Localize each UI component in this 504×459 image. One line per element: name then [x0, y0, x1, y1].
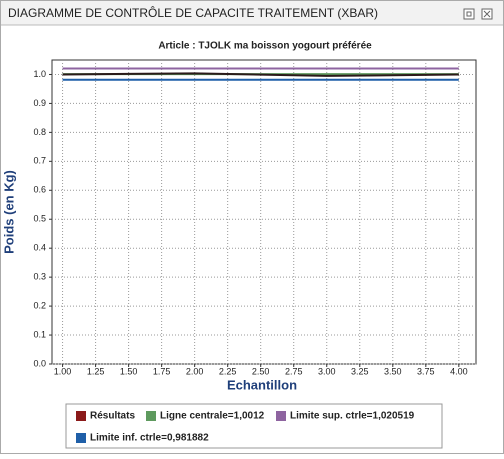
legend-label: Limite sup. ctrle=1,020519	[290, 411, 415, 422]
x-tick-label: 2.50	[252, 366, 270, 376]
chart-title: Article : TJOLK ma boisson yogourt préfé…	[158, 41, 372, 52]
legend-swatch	[76, 433, 86, 443]
minimize-icon	[466, 11, 472, 17]
legend-label: Limite inf. ctrle=0,981882	[90, 433, 209, 444]
y-axis-label: Poids (en Kg)	[1, 170, 16, 254]
legend-swatch	[276, 411, 286, 421]
x-tick-label: 1.00	[54, 366, 72, 376]
x-tick-label: 3.00	[318, 366, 336, 376]
y-tick-label: 0.0	[33, 358, 46, 368]
y-tick-label: 0.9	[33, 98, 46, 108]
x-tick-label: 1.25	[87, 366, 105, 376]
x-tick-label: 2.00	[186, 366, 204, 376]
close-icon	[483, 10, 491, 18]
x-tick-label: 3.25	[351, 366, 369, 376]
y-tick-label: 0.7	[33, 156, 46, 166]
x-tick-label: 2.25	[219, 366, 237, 376]
y-tick-label: 0.8	[33, 127, 46, 137]
x-axis-label: Echantillon	[227, 377, 297, 392]
plot-area	[51, 59, 477, 365]
y-tick-label: 0.3	[33, 272, 46, 282]
legend-swatch	[76, 411, 86, 421]
window-title: DIAGRAMME DE CONTRÔLE DE CAPACITE TRAITE…	[8, 5, 378, 20]
legend-box	[65, 403, 443, 449]
y-tick-label: 0.1	[33, 329, 46, 339]
y-tick-label: 0.5	[33, 214, 46, 224]
series-line	[62, 72, 459, 77]
title-bar	[1, 1, 503, 25]
y-tick-label: 0.6	[33, 185, 46, 195]
legend-label: Ligne centrale=1,0012	[160, 411, 265, 422]
legend-swatch	[146, 411, 156, 421]
minimize-button[interactable]	[463, 8, 475, 20]
x-tick-label: 1.75	[153, 366, 171, 376]
x-tick-label: 3.50	[384, 366, 402, 376]
x-tick-label: 3.75	[417, 366, 435, 376]
y-tick-label: 0.4	[33, 243, 46, 253]
x-tick-label: 1.50	[120, 366, 138, 376]
y-tick-label: 1.0	[33, 69, 46, 79]
x-tick-label: 2.75	[285, 366, 303, 376]
legend-label: Résultats	[90, 411, 135, 422]
y-tick-label: 0.2	[33, 300, 46, 310]
x-tick-label: 4.00	[450, 366, 468, 376]
